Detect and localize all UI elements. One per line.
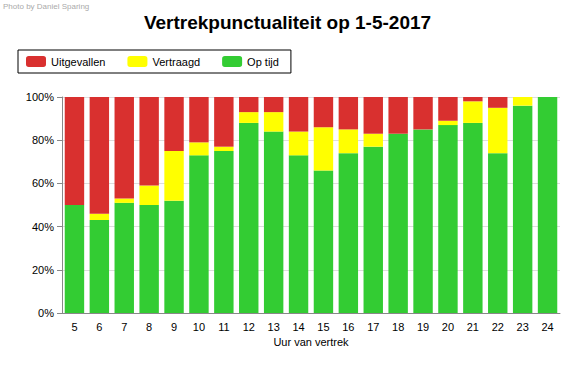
svg-text:100%: 100% [26,91,54,103]
svg-text:Op tijd: Op tijd [247,56,279,68]
svg-text:20: 20 [442,321,454,333]
svg-text:23: 23 [517,321,529,333]
svg-text:19: 19 [417,321,429,333]
svg-text:40%: 40% [32,221,54,233]
svg-text:13: 13 [268,321,280,333]
svg-text:0%: 0% [38,307,54,319]
svg-text:12: 12 [243,321,255,333]
svg-text:10: 10 [193,321,205,333]
svg-text:16: 16 [342,321,354,333]
svg-text:60%: 60% [32,177,54,189]
svg-text:14: 14 [292,321,304,333]
svg-text:5: 5 [71,321,77,333]
svg-text:15: 15 [317,321,329,333]
svg-text:21: 21 [467,321,479,333]
svg-text:Vertrekpunctualiteit op 1-5-20: Vertrekpunctualiteit op 1-5-2017 [144,12,431,33]
svg-text:20%: 20% [32,264,54,276]
svg-text:7: 7 [121,321,127,333]
svg-text:17: 17 [367,321,379,333]
svg-text:Vertraagd: Vertraagd [152,56,200,68]
svg-text:Uitgevallen: Uitgevallen [51,56,105,68]
svg-text:80%: 80% [32,134,54,146]
svg-text:18: 18 [392,321,404,333]
svg-text:Photo by Daniel Sparing: Photo by Daniel Sparing [3,2,89,11]
svg-text:9: 9 [171,321,177,333]
svg-text:22: 22 [492,321,504,333]
svg-text:8: 8 [146,321,152,333]
svg-text:24: 24 [541,321,553,333]
svg-text:6: 6 [96,321,102,333]
svg-text:Uur van vertrek: Uur van vertrek [273,336,349,348]
svg-text:11: 11 [218,321,229,333]
